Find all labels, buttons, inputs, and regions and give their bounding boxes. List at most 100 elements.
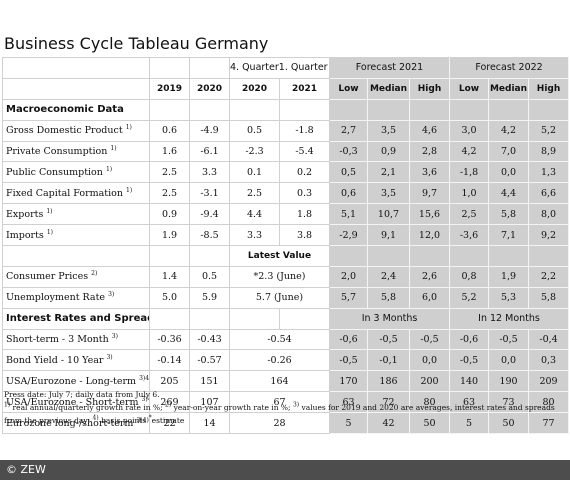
- footnote-marker: 2): [91, 270, 98, 278]
- value-cell: 42: [367, 412, 410, 435]
- value-cell: 151: [189, 370, 230, 393]
- value-cell: 5,8: [488, 203, 530, 226]
- footnote-marker: 1): [46, 207, 53, 215]
- column-header: 2021: [279, 78, 330, 100]
- value-cell: 170: [329, 370, 368, 393]
- column-header: High: [409, 78, 451, 100]
- value-cell: 7,0: [488, 141, 530, 163]
- row-label-text: Public Consumption: [6, 166, 103, 178]
- value-cell: 1,3: [528, 161, 570, 184]
- value-cell: -0,3: [329, 141, 368, 163]
- row-label-text: Exports: [6, 208, 44, 220]
- value-cell: 5,8: [367, 287, 410, 309]
- value-cell: 1.4: [149, 266, 190, 288]
- latest-value-cell: -0.26: [229, 349, 330, 372]
- value-cell: 0,6: [329, 182, 368, 205]
- value-cell: 72: [367, 391, 410, 414]
- data-row: USA/Eurozone - Long-term 3)4)20515116417…: [2, 370, 570, 393]
- data-row: Consumer Prices 2) 1.4 0.5 *2.3 (June) 2,0 2,…: [2, 266, 570, 288]
- blank-cell: [329, 245, 368, 267]
- section-row: Macroeconomic Data: [2, 99, 570, 121]
- column-header: Low: [449, 78, 490, 100]
- data-row: Bond Yield - 10 Year 3) -0.14 -0.57 -0.26 -0…: [2, 349, 570, 372]
- row-label: Eurozone long-/short-term 3)4): [2, 412, 150, 435]
- value-cell: 0,3: [528, 349, 570, 372]
- value-cell: 0.6: [149, 120, 190, 142]
- value-cell: 3,0: [449, 120, 490, 142]
- blank-cell: [189, 245, 230, 267]
- latest-value-cell: *2.3 (June): [229, 266, 330, 288]
- value-cell: 0,0: [488, 161, 530, 184]
- horizon-3-months-header: In 3 Months: [329, 308, 451, 330]
- value-cell: 2.5: [149, 182, 190, 205]
- row-label: Bond Yield - 10 Year 3): [2, 349, 150, 372]
- value-cell: 8,9: [528, 141, 570, 163]
- value-cell: 1,0: [449, 182, 490, 205]
- value-cell: 4.4: [229, 203, 280, 226]
- value-cell: 3.8: [279, 224, 330, 247]
- data-row: Fixed Capital Formation 1) 2.5 -3.1 2.5 0.3 0…: [2, 182, 570, 205]
- value-cell: 6,6: [528, 182, 570, 205]
- value-cell: 5: [449, 412, 490, 435]
- value-cell: -2.3: [229, 141, 280, 163]
- value-cell: 1,9: [488, 266, 530, 288]
- press-date-note: Press date: July 7; daily data from July…: [4, 390, 160, 399]
- value-cell: 3,5: [367, 120, 410, 142]
- footnote-marker: 1): [110, 144, 117, 152]
- row-label: USA/Eurozone - Long-term 3)4): [2, 370, 150, 393]
- corner-cell: [2, 78, 150, 100]
- value-cell: -0,1: [367, 349, 410, 372]
- value-cell: -0.14: [149, 349, 190, 372]
- value-cell: -5.4: [279, 141, 330, 163]
- blank-cell: [189, 57, 230, 79]
- value-cell: 5,8: [528, 287, 570, 309]
- value-cell: -1.8: [279, 120, 330, 142]
- value-cell: 63: [449, 391, 490, 414]
- footnotes: Press date: July 7; daily data from July…: [4, 388, 564, 427]
- data-row: Private Consumption 1) 1.6 -6.1 -2.3 -5.4 -0,…: [2, 141, 570, 163]
- row-label: Consumer Prices 2): [2, 266, 150, 288]
- value-cell: 7,1: [488, 224, 530, 247]
- page-title: Business Cycle Tableau Germany: [4, 34, 269, 53]
- row-label: Private Consumption 1): [2, 141, 150, 163]
- value-cell: 15,6: [409, 203, 451, 226]
- value-cell: -8.5: [189, 224, 230, 247]
- value-cell: 205: [149, 370, 190, 393]
- value-cell: 4,2: [488, 120, 530, 142]
- value-cell: 12,0: [409, 224, 451, 247]
- value-cell: 186: [367, 370, 410, 393]
- value-cell: 3.3: [229, 224, 280, 247]
- value-cell: 80: [528, 391, 570, 414]
- column-header: Median: [367, 78, 410, 100]
- section-row: Interest Rates and Spreads In 3 Months In …: [2, 308, 570, 330]
- blank-cell: [279, 99, 330, 121]
- footnote-marker: 3): [106, 353, 113, 361]
- copyright-text: © ZEW: [6, 463, 46, 476]
- value-cell: 190: [488, 370, 530, 393]
- latest-value-cell: 164: [229, 370, 330, 393]
- value-cell: -0.36: [149, 329, 190, 351]
- value-cell: 2,2: [528, 266, 570, 288]
- value-cell: -1,8: [449, 161, 490, 184]
- data-row: Exports 1) 0.9 -9.4 4.4 1.8 5,1 10,7 15,6 2,5 5,8…: [2, 203, 570, 226]
- business-cycle-table: 4. Quarter1. Quarter Forecast 2021 Forecas…: [2, 57, 570, 435]
- row-label-text: Imports: [6, 229, 44, 241]
- footnote-line: 1) real annual/quarterly growth rate in …: [4, 401, 555, 425]
- row-label: Fixed Capital Formation 1): [2, 182, 150, 205]
- data-row: Gross Domestic Product 1) 0.6 -4.9 0.5 -1.8 2…: [2, 120, 570, 142]
- data-row: Public Consumption 1) 2.5 3.3 0.1 0.2 0,5 2,1 3…: [2, 161, 570, 184]
- value-cell: -9.4: [189, 203, 230, 226]
- value-cell: 3,5: [367, 182, 410, 205]
- row-label: USA/Eurozone - Short-term 3)4): [2, 391, 150, 414]
- footnote-marker: 1): [125, 123, 132, 131]
- blank-cell: [329, 99, 368, 121]
- value-cell: 5,3: [488, 287, 530, 309]
- header-row-top: 4. Quarter1. Quarter Forecast 2021 Forecas…: [2, 57, 570, 79]
- value-cell: 14: [189, 412, 230, 435]
- blank-cell: [409, 99, 451, 121]
- value-cell: 9,2: [528, 224, 570, 247]
- value-cell: 0.5: [189, 266, 230, 288]
- value-cell: 4,6: [409, 120, 451, 142]
- row-label: Exports 1): [2, 203, 150, 226]
- row-label: Short-term - 3 Month 3): [2, 329, 150, 351]
